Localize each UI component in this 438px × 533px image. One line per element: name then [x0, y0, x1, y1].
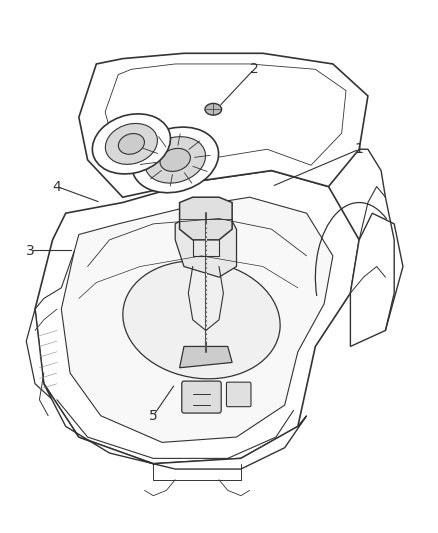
Ellipse shape: [145, 136, 205, 183]
Polygon shape: [180, 197, 232, 240]
Text: 4: 4: [53, 180, 61, 193]
Text: 2: 2: [250, 62, 258, 76]
Ellipse shape: [160, 148, 191, 172]
Polygon shape: [180, 346, 232, 368]
Polygon shape: [26, 309, 53, 400]
Ellipse shape: [200, 204, 211, 212]
Text: 3: 3: [26, 244, 35, 257]
Polygon shape: [44, 384, 307, 469]
Polygon shape: [35, 171, 359, 464]
Polygon shape: [61, 197, 333, 442]
Polygon shape: [79, 53, 368, 197]
Text: 5: 5: [149, 409, 158, 423]
Ellipse shape: [123, 261, 280, 379]
FancyBboxPatch shape: [182, 381, 221, 413]
Ellipse shape: [118, 134, 145, 154]
Text: 1: 1: [355, 142, 364, 156]
Ellipse shape: [132, 127, 219, 193]
Ellipse shape: [92, 114, 170, 174]
Polygon shape: [175, 213, 237, 277]
Ellipse shape: [205, 103, 222, 115]
FancyBboxPatch shape: [226, 382, 251, 407]
Polygon shape: [350, 213, 403, 346]
Ellipse shape: [106, 124, 157, 164]
